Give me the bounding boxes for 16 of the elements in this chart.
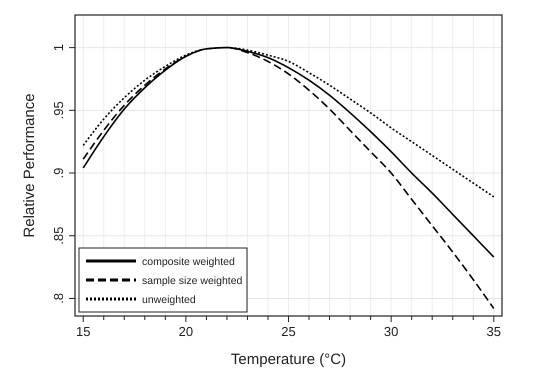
x-tick-label: 15 <box>76 324 90 339</box>
line-series <box>82 46 495 310</box>
y-tick-label: .95 <box>51 101 66 120</box>
y-tick-label: .8 <box>51 293 66 304</box>
x-tick-label: 35 <box>486 324 502 339</box>
x-tick-label: 30 <box>384 324 398 339</box>
legend-label: composite weighted <box>142 256 235 268</box>
y-tick-label: .85 <box>51 226 66 245</box>
x-tick-label: 25 <box>281 324 296 339</box>
y-tick-label: .9 <box>51 168 66 178</box>
legend-label: sample size weighted <box>142 275 243 287</box>
legend-label: unweighted <box>142 294 196 306</box>
x-tick-label: 20 <box>178 324 194 339</box>
x-axis-title: Temperature (°C) <box>230 351 346 368</box>
y-axis-title: Relative Performance <box>21 93 38 238</box>
y-tick-label: 1 <box>51 44 66 52</box>
